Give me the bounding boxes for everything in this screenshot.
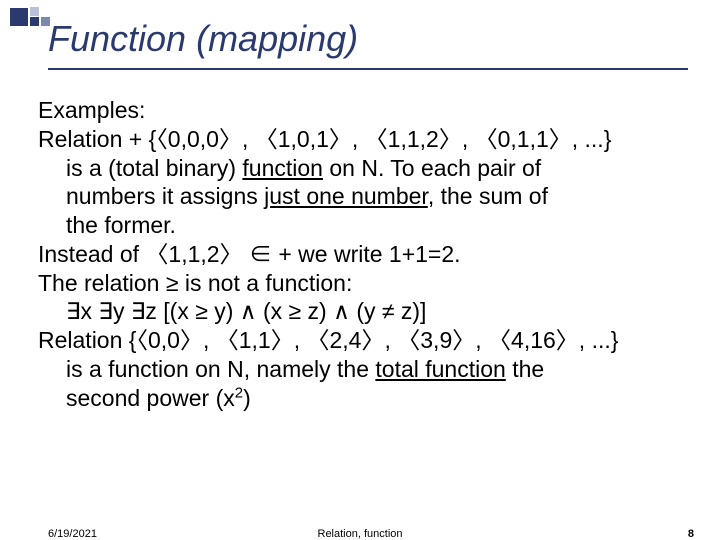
footer-title: Relation, function xyxy=(0,528,720,540)
text-line: Examples: xyxy=(38,96,688,125)
page-number: 8 xyxy=(688,528,694,540)
text-line: The relation ≥ is not a function: xyxy=(38,269,688,298)
square-icon xyxy=(30,7,39,16)
text-line: Relation {〈0,0〉, 〈1,1〉, 〈2,4〉, 〈3,9〉, 〈4… xyxy=(38,326,688,355)
text-line: the former. xyxy=(38,211,688,240)
superscript: 2 xyxy=(235,384,243,401)
title-underline xyxy=(48,68,688,70)
square-icon xyxy=(10,8,28,26)
text-line: numbers it assigns just one number, the … xyxy=(38,182,688,211)
text-line: Instead of 〈1,1,2〉 ∈ + we write 1+1=2. xyxy=(38,240,688,269)
underlined-text: total function xyxy=(375,356,505,382)
underlined-text: function xyxy=(242,155,323,181)
text-line: Relation + {〈0,0,0〉, 〈1,0,1〉, 〈1,1,2〉, 〈… xyxy=(38,125,688,154)
text-line: second power (x2) xyxy=(38,384,688,413)
square-icon xyxy=(30,17,39,26)
underlined-text: just one number xyxy=(264,183,428,209)
text-line: is a function on N, namely the total fun… xyxy=(38,355,688,384)
text-line: ∃x ∃y ∃z [(x ≥ y) ∧ (x ≥ z) ∧ (y ≠ z)] xyxy=(38,297,688,326)
slide-title: Function (mapping) xyxy=(48,18,358,60)
text-line: is a (total binary) function on N. To ea… xyxy=(38,154,688,183)
corner-decoration xyxy=(10,6,52,26)
slide-body: Examples: Relation + {〈0,0,0〉, 〈1,0,1〉, … xyxy=(38,96,688,412)
